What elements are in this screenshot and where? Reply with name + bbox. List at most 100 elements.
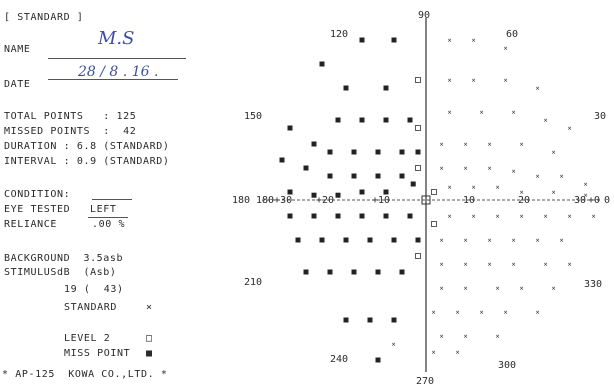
- miss-point: [279, 157, 285, 163]
- standard-point: ×: [496, 333, 500, 341]
- standard-point: ×: [520, 189, 524, 197]
- standard-point: ×: [464, 237, 468, 245]
- miss-point: [287, 125, 293, 131]
- standard-point: ×: [536, 85, 540, 93]
- standard-point: ×: [536, 173, 540, 181]
- meridian-180: 180: [232, 195, 250, 206]
- miss-point: [399, 269, 405, 275]
- date-underline: [48, 79, 178, 80]
- miss-point: [375, 357, 381, 363]
- legend-level-label: LEVEL 2: [64, 333, 111, 344]
- standard-point: ×: [464, 261, 468, 269]
- eye-tested-value: LEFT: [90, 204, 117, 215]
- miss-point: [407, 213, 413, 219]
- level2-point: [431, 189, 437, 195]
- standard-point: ×: [472, 213, 476, 221]
- standard-point: ×: [448, 184, 452, 192]
- miss-point: [351, 269, 357, 275]
- standard-point: ×: [568, 261, 572, 269]
- miss-point: [327, 269, 333, 275]
- reliance-value: .00 %: [92, 219, 126, 230]
- standard-point: ×: [568, 213, 572, 221]
- miss-point: [303, 269, 309, 275]
- meridian-60: 60: [506, 29, 518, 40]
- standard-point: ×: [512, 261, 516, 269]
- standard-point: ×: [440, 333, 444, 341]
- background-value: BACKGROUND 3.5asb: [4, 253, 124, 264]
- standard-point: ×: [496, 285, 500, 293]
- standard-point: ×: [440, 165, 444, 173]
- meridian-150: 150: [244, 111, 262, 122]
- name-value: M.S: [98, 28, 135, 49]
- standard-point: ×: [456, 349, 460, 357]
- legend-standard-symbol: ×: [146, 302, 153, 313]
- miss-point: [327, 173, 333, 179]
- footer-model: * AP-125 KOWA CO.,LTD. *: [2, 369, 168, 380]
- miss-point: [295, 237, 301, 243]
- eye-underline: [88, 217, 128, 218]
- miss-point: [343, 317, 349, 323]
- meridian-90: 90: [418, 10, 430, 21]
- axis-label-left-10: +10: [372, 195, 390, 206]
- level2-point: [415, 125, 421, 131]
- miss-point: [415, 237, 421, 243]
- standard-point: ×: [512, 168, 516, 176]
- meridian-240: 240: [330, 354, 348, 365]
- miss-point: [327, 149, 333, 155]
- standard-point: ×: [584, 181, 588, 189]
- miss-point: [359, 117, 365, 123]
- miss-point: [383, 85, 389, 91]
- standard-point: ×: [432, 309, 436, 317]
- miss-point: [375, 149, 381, 155]
- name-label: NAME: [4, 44, 31, 55]
- miss-point: [383, 117, 389, 123]
- date-value: 28 / 8 . 16 .: [78, 64, 159, 80]
- miss-point: [391, 237, 397, 243]
- meridian-210: 210: [244, 277, 262, 288]
- standard-point: ×: [584, 192, 588, 200]
- standard-point: ×: [456, 309, 460, 317]
- meridian-0: 0: [604, 195, 610, 206]
- standard-point: ×: [448, 109, 452, 117]
- axis-label-right-0: +0: [588, 195, 600, 206]
- level2-point: [415, 253, 421, 259]
- axis-label-left-30: 180+30: [256, 195, 292, 206]
- standard-point: ×: [440, 237, 444, 245]
- standard-point: ×: [504, 45, 508, 53]
- level2-point: [431, 221, 437, 227]
- miss-point: [391, 317, 397, 323]
- miss-point: [319, 61, 325, 67]
- duration: DURATION : 6.8 (STANDARD): [4, 141, 170, 152]
- miss-point: [375, 173, 381, 179]
- standard-point: ×: [472, 184, 476, 192]
- miss-point: [383, 213, 389, 219]
- standard-point: ×: [552, 285, 556, 293]
- test-points: × × × × × × × × × × × × × × × × × × × × × × × × × × × × × × × × × × × × × × × ×…: [279, 37, 596, 363]
- standard-point: ×: [544, 117, 548, 125]
- miss-point: [359, 189, 365, 195]
- standard-point: ×: [488, 141, 492, 149]
- miss-point: [367, 317, 373, 323]
- standard-point: ×: [440, 261, 444, 269]
- miss-point: [383, 189, 389, 195]
- legend-standard-label: STANDARD: [64, 302, 117, 313]
- standard-point: ×: [504, 309, 508, 317]
- standard-point: ×: [464, 141, 468, 149]
- miss-point: [343, 237, 349, 243]
- eye-tested-label: EYE TESTED: [4, 204, 71, 215]
- standard-point: ×: [504, 77, 508, 85]
- miss-point: [351, 149, 357, 155]
- miss-point: [407, 117, 413, 123]
- standard-point: ×: [496, 213, 500, 221]
- standard-point: ×: [560, 173, 564, 181]
- legend-miss-label: MISS POINT: [64, 348, 131, 359]
- standard-point: ×: [488, 237, 492, 245]
- standard-point: ×: [488, 165, 492, 173]
- legend-level-symbol: □: [146, 333, 153, 344]
- miss-point: [359, 213, 365, 219]
- reliance-label: RELIANCE: [4, 219, 57, 230]
- meridian-300: 300: [498, 360, 516, 371]
- standard-point: ×: [448, 213, 452, 221]
- standard-point: ×: [568, 125, 572, 133]
- standard-point: ×: [464, 165, 468, 173]
